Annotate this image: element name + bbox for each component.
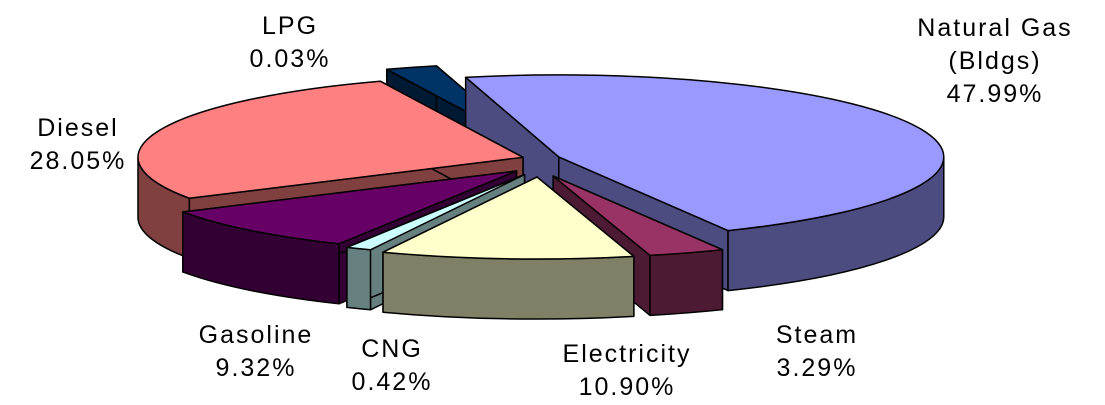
label-gasoline-value: 9.32% xyxy=(216,354,297,382)
label-natural-gas-bldgs: Natural Gas (Bldgs) 47.99% xyxy=(917,14,1072,108)
label-diesel-name: Diesel xyxy=(37,114,118,142)
slice-electricity xyxy=(382,176,635,320)
label-lpg-name: LPG xyxy=(262,12,318,40)
pie-labels: Natural Gas (Bldgs) 47.99% Steam 3.29% Electr… xyxy=(30,12,1072,401)
slice-electricity-top xyxy=(382,176,635,260)
label-gasoline: Gasoline 9.32% xyxy=(199,321,314,382)
label-steam: Steam 3.29% xyxy=(776,321,858,382)
label-diesel: Diesel 28.05% xyxy=(30,114,127,175)
label-natural-gas-bldgs-value: 47.99% xyxy=(947,80,1044,108)
label-diesel-value: 28.05% xyxy=(30,147,127,175)
label-cng: CNG 0.42% xyxy=(352,335,433,396)
label-steam-name: Steam xyxy=(776,321,858,349)
label-lpg: LPG 0.03% xyxy=(250,12,331,73)
label-electricity-value: 10.90% xyxy=(579,373,676,401)
label-cng-name: CNG xyxy=(361,335,423,363)
slice-gasoline-top xyxy=(182,170,518,245)
label-natural-gas-bldgs-name: Natural Gas xyxy=(917,14,1072,42)
slice-cng-outer-wall-0 xyxy=(346,246,372,311)
label-gasoline-name: Gasoline xyxy=(199,321,314,349)
slice-diesel-top xyxy=(137,80,524,200)
slice-steam-top xyxy=(552,175,724,257)
label-electricity-name: Electricity xyxy=(563,340,692,368)
label-electricity: Electricity 10.90% xyxy=(563,340,692,401)
label-cng-value: 0.42% xyxy=(352,368,433,396)
slice-cng-top xyxy=(346,173,526,251)
slice-steam-outer-wall-0 xyxy=(649,248,724,317)
slice-electricity-outer-wall-0 xyxy=(382,251,635,320)
label-steam-value: 3.29% xyxy=(777,354,858,382)
pie-slices xyxy=(137,65,945,320)
label-lpg-value: 0.03% xyxy=(250,45,331,73)
slice-natural-gas-bldgs-top xyxy=(464,74,945,232)
label-natural-gas-bldgs-name: (Bldgs) xyxy=(948,47,1041,75)
